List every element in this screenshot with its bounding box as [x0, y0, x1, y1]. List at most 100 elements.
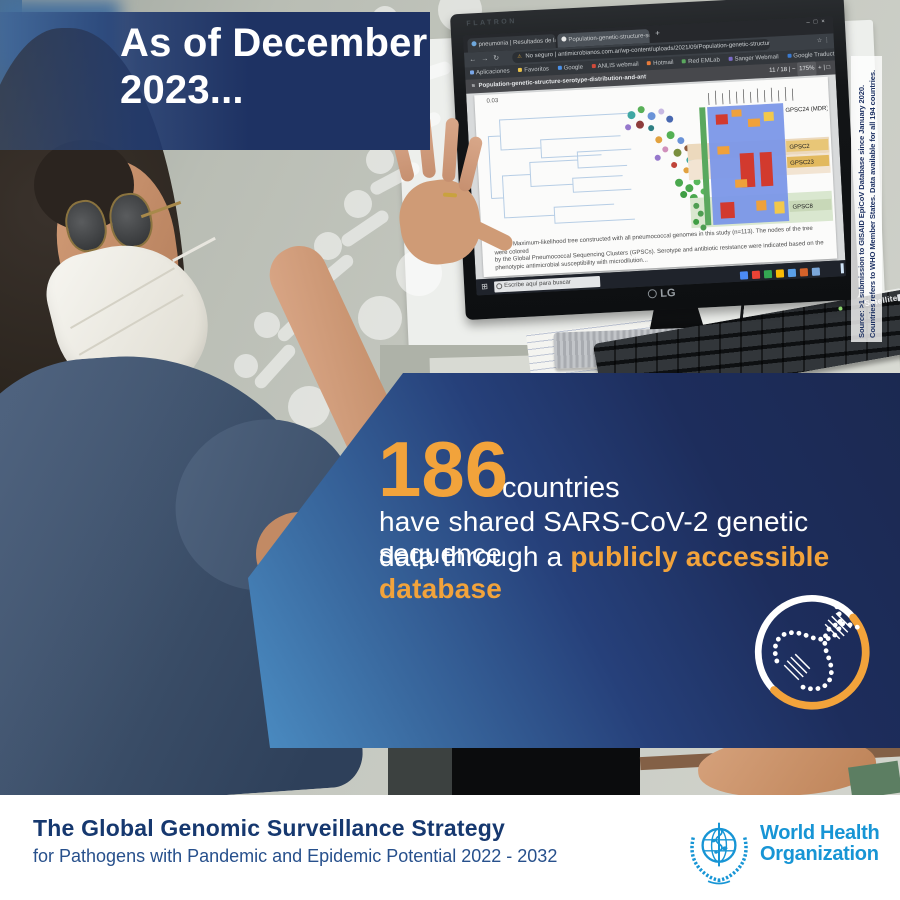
who-logo-text: World Health Organization: [760, 822, 880, 865]
monitor-bezel: FLATRON pneumonia | Resultados de la b..…: [449, 0, 860, 321]
zoom-out-icon: −: [791, 66, 796, 73]
stat-unit: countries: [502, 472, 620, 504]
taskbar-search-placeholder: Escribe aquí para buscar: [504, 279, 571, 289]
monitor: FLATRON pneumonia | Resultados de la b..…: [449, 0, 860, 322]
pdf-zoom-level: 175%: [796, 61, 817, 77]
app-icon: [739, 271, 749, 280]
header-text: As of December 2023...: [120, 20, 427, 114]
bookmark-label: Sanger Webmail: [734, 54, 779, 63]
pdf-page-area: 0.03: [466, 74, 846, 280]
pdf-divider: |: [788, 66, 791, 73]
source-note-line1: Source: >1 submission to GISAID EpiCoV D…: [857, 84, 866, 338]
bookmark-icon: [647, 61, 652, 66]
stat-line1: have shared SARS-CoV-2 genetic sequence: [379, 506, 809, 569]
menu-kebab-icon: ⋮: [823, 37, 830, 44]
who-logo-line1: World Health: [760, 822, 880, 844]
bookmark-icon: [787, 53, 792, 58]
matrix-label: GPSC24 (MDR): [785, 106, 828, 114]
bookmark-label: Google: [563, 64, 584, 72]
back-icon: ←: [469, 56, 477, 64]
bookmark-item: Sanger Webmail: [728, 54, 779, 63]
pdf-page: 0.03: [474, 76, 838, 278]
dna-dot: [254, 312, 280, 338]
reload-icon: ↻: [493, 54, 500, 63]
tab-favicon: [561, 36, 567, 42]
keyboard-led: [838, 306, 843, 311]
footer: The Global Genomic Surveillance Strategy…: [0, 795, 900, 900]
stat-panel: [248, 373, 900, 748]
bookmark-label: Aplicaciones: [475, 68, 510, 77]
tab-label: pneumonia | Resultados de la b...: [478, 37, 556, 49]
pdf-menu-icon: ≡: [471, 83, 476, 90]
monitor-screen: pneumonia | Resultados de la b... Popula…: [463, 16, 847, 296]
stat-line2-prefix: data through a: [379, 541, 571, 572]
mask-pleat: [78, 293, 184, 356]
stat-line2-highlight: publicly accessible database: [379, 541, 830, 604]
window-controls: –□×: [806, 19, 829, 26]
computer-tower: [452, 742, 640, 795]
pdf-fit-icon: □: [826, 64, 831, 71]
bookmark-item: Aplicaciones: [469, 68, 510, 77]
bookmark-label: Google Traductor: [793, 51, 835, 60]
bookmark-item: Favoritos: [518, 66, 549, 74]
bookmark-icon: [728, 56, 733, 61]
bookmark-icon: [469, 70, 475, 75]
source-note-strip: Source: >1 submission to GISAID EpiCoV D…: [851, 56, 882, 342]
dna-bar: [252, 342, 298, 391]
app-icon: [787, 268, 797, 278]
monitor-brand-label: FLATRON: [466, 17, 518, 28]
url-divider: |: [554, 51, 557, 59]
bookmark-icon: [591, 63, 596, 69]
source-note-line2: Countries refers to WHO Member States. D…: [868, 70, 877, 338]
close-icon: ×: [821, 18, 829, 26]
header-line2: 2023...: [120, 68, 244, 112]
bookmark-label: ANLIS webmail: [597, 61, 639, 70]
dna-dot: [234, 354, 258, 378]
lg-circle-icon: [647, 289, 658, 299]
header-band: As of December 2023...: [0, 12, 430, 150]
footer-subtitle: for Pathogens with Pandemic and Epidemic…: [33, 846, 558, 866]
bookmark-label: Hotmail: [653, 59, 674, 67]
green-cloth: [848, 760, 900, 795]
tab-label: Population-genetic-structure-se...: [568, 32, 650, 44]
forward-icon: →: [481, 55, 489, 63]
gpsc-cluster-dots: [625, 106, 711, 207]
dna-dot: [358, 296, 402, 340]
toolbar-right-icons: ☆ ⋮: [816, 34, 830, 50]
bookmark-item: Hotmail: [647, 60, 674, 67]
bookmark-icon: [682, 59, 687, 64]
mask-pleat: [70, 267, 175, 330]
who-emblem-icon: [690, 822, 748, 885]
app-icon: [763, 269, 773, 279]
footer-title: The Global Genomic Surveillance Strategy: [33, 815, 505, 841]
bookmark-label: Red EMLab: [688, 57, 721, 66]
not-secure-icon: ⚠: [517, 53, 522, 61]
photo-background: Satellite FLATRON pneumonia | Resultados…: [0, 0, 900, 795]
pdf-page-indicator: 11 / 18: [769, 66, 788, 74]
tree-scale-bar: 0.03: [486, 98, 499, 105]
stat-number: 186: [378, 425, 509, 513]
app-icon: [775, 269, 785, 278]
bookmark-icon: [518, 67, 523, 72]
new-tab-button: +: [654, 28, 661, 38]
matrix-label: GPSC23: [790, 160, 815, 167]
bookmark-item: ANLIS webmail: [591, 61, 639, 70]
lg-logo-text: LG: [659, 287, 676, 300]
tab-favicon: [471, 41, 477, 47]
header-line1: As of December: [120, 21, 428, 65]
app-icon: [799, 268, 809, 277]
matrix-label: GPSC2: [789, 144, 810, 151]
resistance-matrix-figure: GPSC24 (MDR) GPSC2 GPSC23 GPSC8: [687, 87, 834, 231]
start-icon: ⊞: [481, 281, 489, 292]
who-logo-line2: Organization: [760, 843, 879, 865]
bookmark-icon: [557, 65, 562, 70]
bookmark-item: Google: [557, 64, 584, 72]
taskbar-search-box: Escribe aquí para buscar: [493, 275, 601, 293]
phylogenetic-tree-figure: [487, 106, 711, 224]
matrix-label: GPSC8: [792, 204, 813, 211]
dna-circle-icon: [750, 590, 874, 714]
dna-dot: [366, 146, 394, 174]
bookmark-star-icon: ☆: [816, 38, 823, 45]
stat-line2: data through a publicly accessible datab…: [379, 541, 900, 605]
